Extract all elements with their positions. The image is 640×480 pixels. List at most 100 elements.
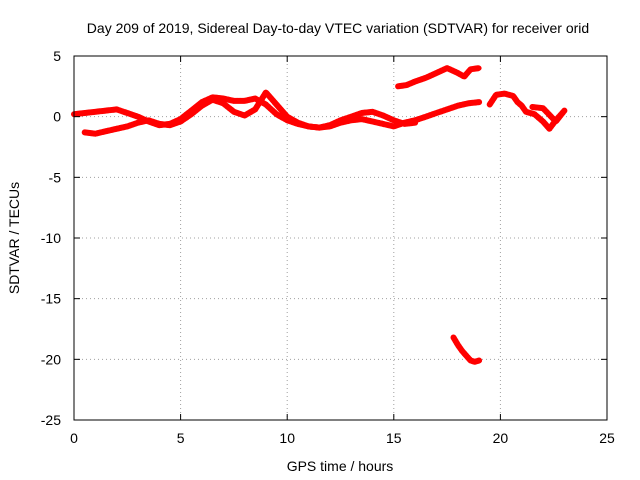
chart-title: Day 209 of 2019, Sidereal Day-to-day VTE…	[87, 20, 589, 36]
data-point	[242, 98, 248, 104]
data-point	[135, 120, 141, 126]
data-point	[82, 110, 88, 116]
data-point	[263, 89, 269, 95]
data-layer	[71, 65, 568, 365]
data-point	[82, 129, 88, 135]
data-point	[476, 65, 482, 71]
data-point	[546, 126, 552, 132]
x-axis-label: GPS time / hours	[287, 458, 394, 474]
data-point	[92, 109, 98, 115]
data-point	[103, 128, 109, 134]
x-tick-label: 15	[386, 430, 402, 446]
data-point	[540, 105, 546, 111]
data-point	[502, 91, 508, 97]
data-point	[402, 121, 407, 127]
data-point	[391, 123, 397, 129]
data-point	[370, 119, 375, 124]
data-point	[263, 102, 269, 107]
data-point	[231, 109, 237, 115]
data-point	[370, 109, 375, 115]
data-point	[404, 82, 410, 88]
data-point	[476, 358, 482, 363]
data-point	[412, 79, 418, 84]
data-point	[210, 97, 216, 103]
data-point	[487, 102, 493, 107]
data-point	[114, 106, 120, 112]
data-point	[274, 102, 279, 107]
data-point	[338, 117, 343, 123]
data-point	[274, 111, 279, 117]
data-point	[476, 99, 482, 105]
data-point	[103, 108, 109, 114]
data-point	[433, 70, 439, 76]
y-tick-label: -15	[41, 291, 61, 307]
data-point	[451, 335, 456, 340]
y-axis-label: SDTVAR / TECUs	[6, 182, 22, 294]
data-point	[327, 122, 333, 128]
data-point	[532, 111, 537, 117]
data-point	[468, 358, 474, 363]
data-point	[231, 98, 237, 104]
data-point	[461, 74, 467, 80]
x-tick-label: 25	[599, 430, 615, 446]
data-point	[316, 125, 322, 131]
y-tick-label: 5	[53, 48, 61, 64]
data-point	[199, 103, 205, 109]
data-point	[114, 126, 120, 132]
tick-labels: 0 5 10 15 20 25 -25 -20 -15 -10 -5 0 5	[41, 48, 615, 446]
data-point	[433, 110, 439, 116]
data-point	[463, 353, 469, 359]
x-tick-label: 0	[70, 430, 78, 446]
data-point	[455, 103, 461, 109]
data-point	[124, 123, 130, 129]
data-point	[380, 121, 386, 127]
data-point	[124, 110, 130, 116]
y-tick-label: 0	[53, 109, 61, 125]
data-point	[188, 111, 194, 117]
y-tick-label: -5	[49, 169, 62, 185]
x-tick-label: 10	[279, 430, 295, 446]
data-point	[135, 114, 141, 120]
data-point	[412, 120, 418, 126]
data-point	[459, 348, 465, 354]
data-point	[167, 122, 173, 128]
y-tick-label: -10	[41, 230, 61, 246]
data-point	[359, 110, 365, 116]
data-point	[519, 103, 525, 109]
data-point	[380, 113, 386, 118]
data-point	[178, 119, 184, 124]
y-tick-label: -20	[41, 351, 61, 367]
data-point	[348, 114, 354, 120]
data-point	[557, 113, 563, 118]
data-point	[252, 96, 258, 101]
data-point	[455, 70, 461, 76]
data-point	[252, 106, 258, 112]
data-point	[468, 66, 474, 72]
data-point	[284, 114, 290, 120]
data-point	[510, 93, 516, 99]
data-point	[444, 65, 450, 71]
data-point	[146, 117, 152, 123]
data-point	[423, 75, 429, 81]
data-point	[523, 109, 529, 115]
x-tick-label: 5	[177, 430, 185, 446]
y-tick-label: -25	[41, 412, 61, 428]
data-point	[391, 117, 397, 123]
data-point	[220, 100, 226, 106]
data-point	[553, 119, 559, 124]
data-point	[92, 131, 98, 137]
tick-marks	[73, 55, 608, 421]
data-point	[472, 359, 478, 365]
data-point	[540, 119, 546, 124]
data-point	[444, 106, 450, 112]
data-point	[306, 123, 311, 129]
data-point	[156, 121, 162, 127]
data-point	[561, 108, 567, 114]
data-point	[515, 99, 520, 105]
data-point	[395, 83, 401, 89]
x-tick-label: 20	[493, 430, 509, 446]
series-track-c	[395, 65, 483, 90]
data-point	[359, 116, 365, 122]
data-point	[465, 100, 471, 106]
